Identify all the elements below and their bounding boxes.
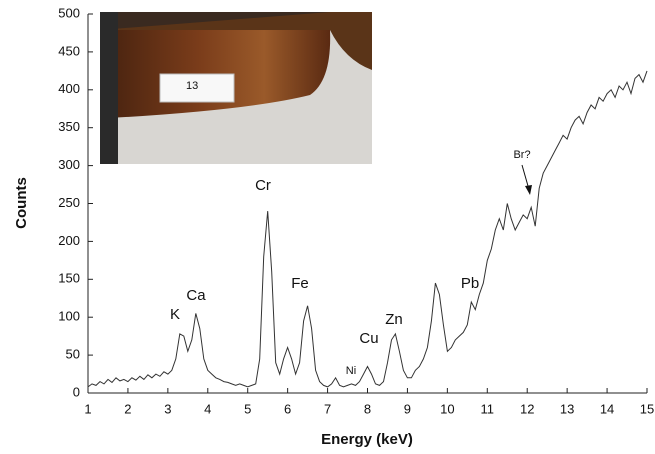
y-tick-label: 200	[58, 233, 80, 248]
x-axis-title: Energy (keV)	[321, 431, 413, 448]
x-tick-label: 1	[84, 401, 91, 416]
peak-annotation: Zn	[385, 311, 403, 328]
inset-label: 13	[186, 80, 198, 92]
y-tick-label: 100	[58, 309, 80, 324]
annotation-arrowhead	[525, 185, 532, 195]
peak-annotation: Ni	[346, 365, 356, 377]
x-tick-label: 9	[404, 401, 411, 416]
x-tick-label: 10	[440, 401, 454, 416]
peak-annotation: Ca	[186, 287, 206, 304]
y-tick-label: 150	[58, 271, 80, 286]
y-tick-label: 350	[58, 119, 80, 134]
x-tick-label: 4	[204, 401, 211, 416]
spectrum-line	[87, 70, 648, 388]
x-tick-label: 5	[244, 401, 251, 416]
inset-photo: 13	[100, 12, 372, 164]
x-tick-label: 3	[164, 401, 171, 416]
y-tick-label: 500	[58, 5, 80, 20]
peak-annotation: Fe	[291, 275, 309, 292]
peak-annotation: Pb	[461, 275, 479, 292]
x-tick-label: 11	[481, 401, 495, 416]
y-tick-label: 0	[73, 384, 80, 399]
y-tick-label: 250	[58, 195, 80, 210]
x-tick-label: 7	[324, 401, 331, 416]
x-tick-label: 12	[520, 401, 534, 416]
x-tick-label: 14	[600, 401, 614, 416]
y-tick-label: 300	[58, 157, 80, 172]
y-tick-label: 400	[58, 81, 80, 96]
y-tick-label: 50	[66, 347, 80, 362]
photo-tag	[159, 73, 235, 103]
y-tick-label: 450	[58, 43, 80, 58]
photo-stand	[100, 12, 118, 164]
x-tick-label: 13	[560, 401, 574, 416]
peak-annotation: K	[170, 306, 180, 323]
x-tick-label: 6	[284, 401, 291, 416]
y-axis-title: Counts	[13, 177, 30, 229]
x-tick-label: 8	[364, 401, 371, 416]
peak-annotation: Cr	[255, 177, 271, 194]
peak-annotation: Br?	[513, 149, 530, 161]
x-tick-label: 2	[124, 401, 131, 416]
peak-annotation: Cu	[359, 330, 378, 347]
x-tick-label: 15	[640, 401, 654, 416]
photo-scroll	[100, 12, 372, 70]
